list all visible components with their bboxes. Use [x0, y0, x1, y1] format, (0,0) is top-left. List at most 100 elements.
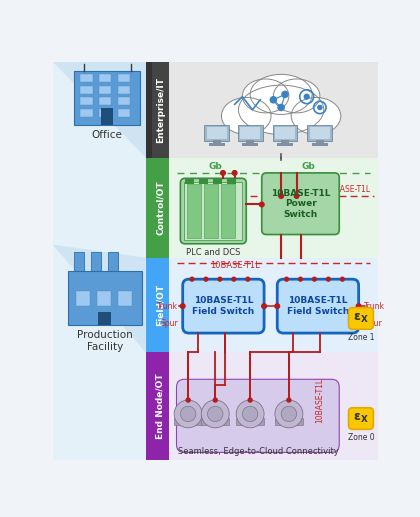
- Bar: [118, 86, 130, 94]
- Circle shape: [270, 97, 276, 103]
- Text: $\mathbf{\epsilon_X}$: $\mathbf{\epsilon_X}$: [353, 312, 369, 325]
- Text: 10BASE-T1L
Field Switch: 10BASE-T1L Field Switch: [287, 296, 349, 316]
- Circle shape: [207, 406, 223, 422]
- Text: Zone 1: Zone 1: [348, 333, 374, 342]
- FancyBboxPatch shape: [176, 379, 339, 452]
- FancyBboxPatch shape: [180, 178, 246, 244]
- Circle shape: [294, 194, 299, 199]
- Bar: [99, 74, 111, 82]
- Bar: [204, 185, 218, 238]
- Bar: [145, 352, 378, 460]
- Bar: [80, 86, 93, 94]
- Bar: [238, 125, 262, 141]
- Bar: [201, 418, 229, 425]
- Bar: [184, 182, 242, 240]
- Bar: [220, 185, 235, 238]
- Circle shape: [190, 277, 194, 281]
- Text: Zone 0: Zone 0: [348, 433, 374, 442]
- Bar: [145, 257, 152, 352]
- Circle shape: [218, 277, 222, 281]
- Bar: [213, 140, 220, 144]
- Bar: [118, 98, 130, 105]
- Bar: [97, 291, 110, 306]
- Text: Trunk: Trunk: [364, 301, 385, 311]
- Circle shape: [220, 171, 225, 175]
- Text: Office: Office: [92, 130, 123, 140]
- Bar: [118, 109, 130, 117]
- Circle shape: [285, 277, 289, 281]
- Bar: [68, 271, 142, 325]
- Text: 10BASE-T1L
Power
Switch: 10BASE-T1L Power Switch: [271, 189, 330, 219]
- Bar: [76, 291, 90, 306]
- Circle shape: [185, 398, 191, 403]
- Bar: [310, 128, 330, 139]
- Bar: [316, 140, 324, 144]
- Circle shape: [275, 400, 303, 428]
- Text: $\mathbf{\epsilon_X}$: $\mathbf{\epsilon_X}$: [353, 412, 369, 425]
- Bar: [145, 158, 152, 257]
- FancyBboxPatch shape: [349, 408, 373, 429]
- Bar: [99, 86, 111, 94]
- Circle shape: [174, 400, 202, 428]
- Bar: [207, 128, 227, 139]
- Circle shape: [180, 304, 185, 309]
- Circle shape: [236, 400, 264, 428]
- Text: PLC and DCS: PLC and DCS: [186, 248, 241, 256]
- Text: 10BASE-T1L
Field Switch: 10BASE-T1L Field Switch: [192, 296, 255, 316]
- Bar: [80, 98, 93, 105]
- Circle shape: [247, 398, 253, 403]
- Circle shape: [262, 304, 266, 309]
- Bar: [108, 252, 118, 271]
- Bar: [205, 125, 229, 141]
- Bar: [277, 143, 293, 146]
- Text: Production
Facility: Production Facility: [77, 330, 133, 352]
- Circle shape: [326, 277, 331, 281]
- Circle shape: [312, 277, 316, 281]
- Bar: [152, 257, 169, 352]
- Circle shape: [279, 194, 284, 199]
- Circle shape: [286, 398, 291, 403]
- Circle shape: [201, 400, 229, 428]
- Circle shape: [232, 277, 236, 281]
- Circle shape: [281, 406, 297, 422]
- Circle shape: [282, 92, 288, 98]
- Ellipse shape: [221, 98, 271, 134]
- Bar: [199, 178, 208, 185]
- Bar: [98, 312, 110, 325]
- Ellipse shape: [273, 79, 320, 113]
- Bar: [281, 140, 289, 144]
- Circle shape: [341, 277, 344, 281]
- Text: 10BASE-T1L: 10BASE-T1L: [210, 262, 260, 270]
- Bar: [312, 143, 328, 146]
- Circle shape: [242, 406, 258, 422]
- Bar: [74, 71, 140, 125]
- Bar: [80, 74, 93, 82]
- Circle shape: [246, 277, 250, 281]
- Bar: [152, 352, 169, 460]
- Circle shape: [213, 398, 218, 403]
- Circle shape: [180, 406, 196, 422]
- Circle shape: [275, 304, 280, 309]
- Bar: [227, 178, 236, 185]
- Bar: [186, 185, 200, 238]
- FancyBboxPatch shape: [277, 279, 359, 333]
- Text: Seamless, Edge-to-Cloud Connectivity: Seamless, Edge-to-Cloud Connectivity: [178, 447, 338, 457]
- Polygon shape: [52, 62, 145, 158]
- Bar: [145, 257, 378, 352]
- Circle shape: [304, 94, 310, 100]
- Text: 10BASE-T1L: 10BASE-T1L: [325, 186, 370, 194]
- Text: Gb: Gb: [208, 162, 222, 171]
- Text: End Node/OT: End Node/OT: [156, 373, 165, 439]
- Ellipse shape: [250, 74, 312, 114]
- Text: 10BASE-T1L: 10BASE-T1L: [315, 378, 324, 423]
- Text: Enterprise/IT: Enterprise/IT: [156, 77, 165, 143]
- Bar: [185, 178, 194, 185]
- Text: Field/OT: Field/OT: [156, 284, 165, 326]
- FancyBboxPatch shape: [349, 308, 373, 329]
- Circle shape: [317, 105, 323, 110]
- Bar: [99, 109, 111, 117]
- Bar: [91, 252, 100, 271]
- Bar: [152, 62, 169, 158]
- Bar: [99, 98, 111, 105]
- Bar: [74, 252, 84, 271]
